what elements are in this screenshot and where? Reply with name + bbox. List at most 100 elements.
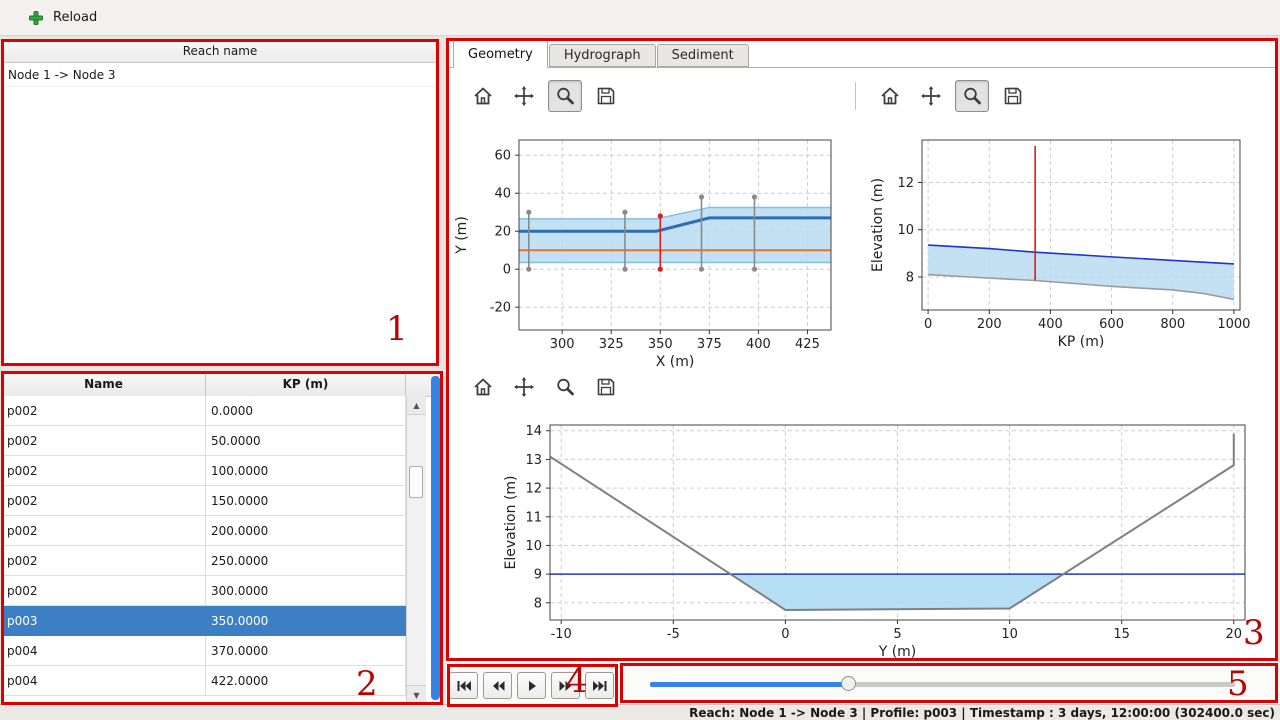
profile-table-body: p002 0.0000 p002 50.0000 p002 100.0000 p002 150… [2,396,406,704]
outer-scrollbar[interactable] [431,376,440,700]
scroll-down-icon[interactable]: ▼ [407,685,426,704]
svg-text:-5: -5 [667,627,680,642]
chart-cross-section[interactable]: -10 -5 0 5 10 15 20 8 9 10 11 12 13 14 Y (m) Elevation … [455,408,1275,660]
pan-icon [921,86,941,106]
svg-text:Elevation (m): Elevation (m) [870,178,886,272]
svg-text:10: 10 [525,539,542,554]
toolbar-separator [855,82,856,110]
annotation-box-3 [446,38,1278,661]
cell-name: p002 [2,546,206,576]
cell-kp: 200.0000 [206,516,406,546]
svg-text:350: 350 [648,337,673,352]
svg-text:-20: -20 [490,301,511,316]
table-row[interactable]: p002 300.0000 [2,576,406,606]
zoom-button[interactable] [548,80,582,112]
playback-controls [449,672,614,699]
annotation-box-5 [620,663,1278,703]
home-button[interactable] [873,80,907,112]
column-header-kp[interactable]: KP (m) [206,372,406,396]
play-button[interactable] [517,672,546,699]
cell-name: p002 [2,576,206,606]
table-row[interactable]: p002 200.0000 [2,516,406,546]
reach-list-header: Reach name [2,40,438,63]
pan-icon [514,86,534,106]
reach-list: Node 1 -> Node 3 [2,63,438,87]
cell-name: p004 [2,636,206,666]
annotation-number-5: 5 [1227,664,1249,704]
pan-button[interactable] [914,80,948,112]
time-slider-fill [650,682,849,687]
tab-sediment[interactable]: Sediment [656,44,749,67]
save-button[interactable] [996,80,1030,112]
table-scrollbar[interactable]: ▲ ▼ [406,396,426,704]
save-button[interactable] [589,80,623,112]
svg-text:300: 300 [550,337,575,352]
home-button[interactable] [466,80,500,112]
fast-forward-icon [559,680,571,691]
svg-text:0: 0 [924,317,932,332]
table-row[interactable]: p002 0.0000 [2,396,406,426]
home-icon [474,87,492,105]
reach-list-item[interactable]: Node 1 -> Node 3 [2,63,438,87]
home-button[interactable] [466,371,500,403]
svg-text:400: 400 [746,337,771,352]
table-row[interactable]: p004 422.0000 [2,666,406,696]
annotation-number-4: 4 [566,661,588,701]
cell-name: p004 [2,666,206,696]
chart-plan-view[interactable]: 300 325 350 375 400 425 -20 0 20 40 60 X (m) Y (m) [450,118,850,368]
svg-text:10: 10 [897,223,914,238]
annotation-box-2 [1,371,443,705]
reload-button[interactable]: Reload [22,7,103,29]
tab-geometry[interactable]: Geometry [453,40,548,68]
table-row[interactable]: p002 250.0000 [2,546,406,576]
profile-table-header: Name KP (m) [2,372,442,397]
top-toolbar: Reload [0,0,1280,36]
save-icon [597,87,615,105]
table-scrollbar-thumb[interactable] [409,466,423,498]
rewind-button[interactable] [483,672,512,699]
svg-text:325: 325 [599,337,624,352]
table-row[interactable]: p002 100.0000 [2,456,406,486]
svg-text:0: 0 [503,263,511,278]
cell-name: p003 [2,606,206,636]
svg-text:8: 8 [534,596,542,611]
cell-name: p002 [2,396,206,426]
skip-end-button[interactable] [585,672,614,699]
zoom-button[interactable] [548,371,582,403]
pan-button[interactable] [507,80,541,112]
tab-hydrograph[interactable]: Hydrograph [548,44,656,67]
table-row-selected[interactable]: p003 350.0000 [2,606,406,636]
svg-text:40: 40 [494,187,511,202]
cell-kp: 350.0000 [206,606,406,636]
cell-kp: 370.0000 [206,636,406,666]
svg-text:600: 600 [1099,317,1124,332]
fast-forward-button[interactable] [551,672,580,699]
time-slider-handle[interactable] [840,676,856,691]
status-bar: Reach: Node 1 -> Node 3 | Profile: p003 … [0,704,1280,720]
column-header-name[interactable]: Name [2,372,206,396]
scroll-up-icon[interactable]: ▲ [407,396,426,415]
cell-kp: 300.0000 [206,576,406,606]
table-row[interactable]: p004 370.0000 [2,636,406,666]
long-profile-toolbar [873,80,1030,112]
table-row[interactable]: p002 50.0000 [2,426,406,456]
home-icon [474,378,492,396]
table-row[interactable]: p002 150.0000 [2,486,406,516]
zoom-button[interactable] [955,80,989,112]
pan-button[interactable] [507,371,541,403]
annotation-number-1: 1 [386,309,408,349]
svg-text:0: 0 [781,627,789,642]
rewind-icon [492,680,504,691]
time-slider[interactable] [650,676,1235,691]
svg-text:Y (m): Y (m) [878,644,917,660]
reload-icon [29,10,43,25]
cell-name: p002 [2,456,206,486]
plot-area-background [446,38,1278,663]
svg-text:200: 200 [977,317,1002,332]
save-button[interactable] [589,371,623,403]
svg-text:X (m): X (m) [656,354,695,368]
chart-long-profile[interactable]: 0 200 400 600 800 1000 8 10 12 KP (m) Elevation (m… [862,118,1272,368]
skip-start-button[interactable] [449,672,478,699]
cell-kp: 50.0000 [206,426,406,456]
